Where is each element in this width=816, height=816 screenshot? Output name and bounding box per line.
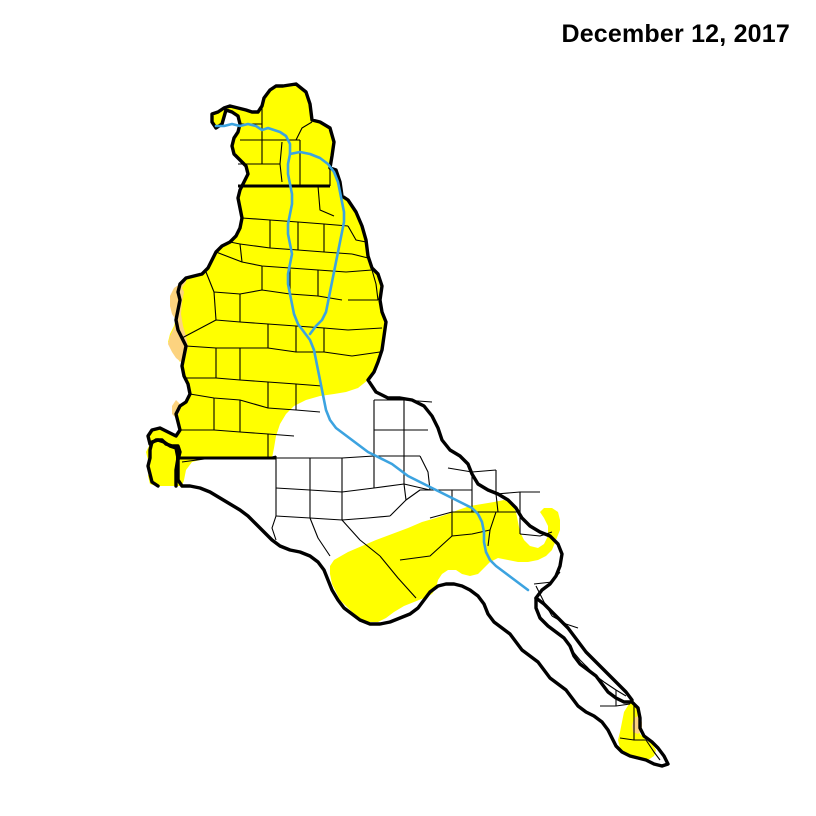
river-rio-grande	[214, 122, 530, 592]
drought-area-d0-west-notch	[146, 440, 180, 486]
map-title: December 12, 2017	[561, 20, 790, 48]
drought-area-d0-south-central	[330, 500, 560, 622]
basin-outline	[146, 82, 670, 768]
state-boundary-lines	[176, 184, 330, 460]
